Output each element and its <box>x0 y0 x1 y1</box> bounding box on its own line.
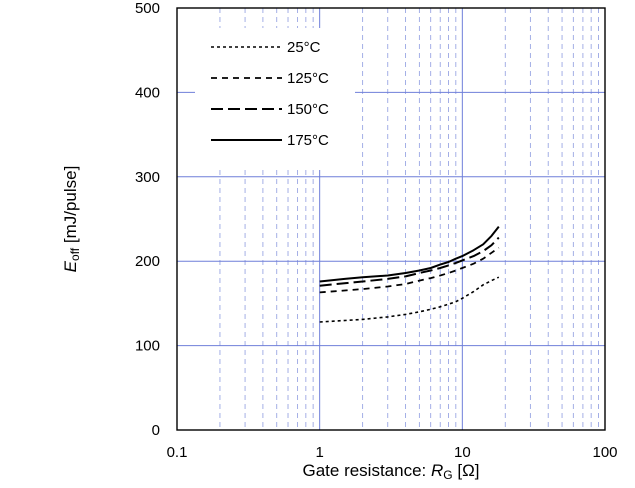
legend-label: 150°C <box>287 101 329 118</box>
plot-frame <box>176 7 606 431</box>
y-axis-title-unit: [mJ/pulse] <box>61 166 80 248</box>
y-tick-label: 0 <box>152 422 160 439</box>
tick-labels: 0.1 1 10 100 0 100 200 300 400 500 <box>135 0 618 461</box>
legend-label: 175°C <box>287 132 329 149</box>
y-tick-label: 200 <box>135 253 160 270</box>
y-tick-label: 400 <box>135 84 160 101</box>
series-line <box>319 236 500 287</box>
x-tick-label: 10 <box>454 444 471 461</box>
x-tick-label: 100 <box>592 444 617 461</box>
x-axis-title-main: Gate resistance: <box>302 461 431 480</box>
legend-label: 125°C <box>287 70 329 87</box>
x-axis-title-sub: G <box>443 468 452 482</box>
y-tick-label: 500 <box>135 0 160 17</box>
series-line <box>319 246 500 294</box>
series-line <box>319 225 500 283</box>
x-axis-title-unit: [Ω] <box>453 461 480 480</box>
x-tick-label: 1 <box>315 444 323 461</box>
legend: 25°C 125°C 150°C 175°C <box>211 39 329 149</box>
x-axis-title: Gate resistance: RG [Ω] <box>302 461 479 482</box>
x-tick-label: 0.1 <box>167 444 188 461</box>
legend-background <box>195 28 355 170</box>
x-axis-title-var: R <box>431 461 443 480</box>
y-axis-title-sub: off <box>68 247 82 261</box>
y-tick-label: 100 <box>135 338 160 355</box>
legend-label: 25°C <box>287 39 321 56</box>
y-tick-label: 300 <box>135 169 160 186</box>
y-axis-title-var: E <box>61 260 80 272</box>
y-axis-title: Eoff [mJ/pulse] <box>61 166 82 273</box>
series-line <box>319 276 500 323</box>
series-lines <box>319 225 500 323</box>
